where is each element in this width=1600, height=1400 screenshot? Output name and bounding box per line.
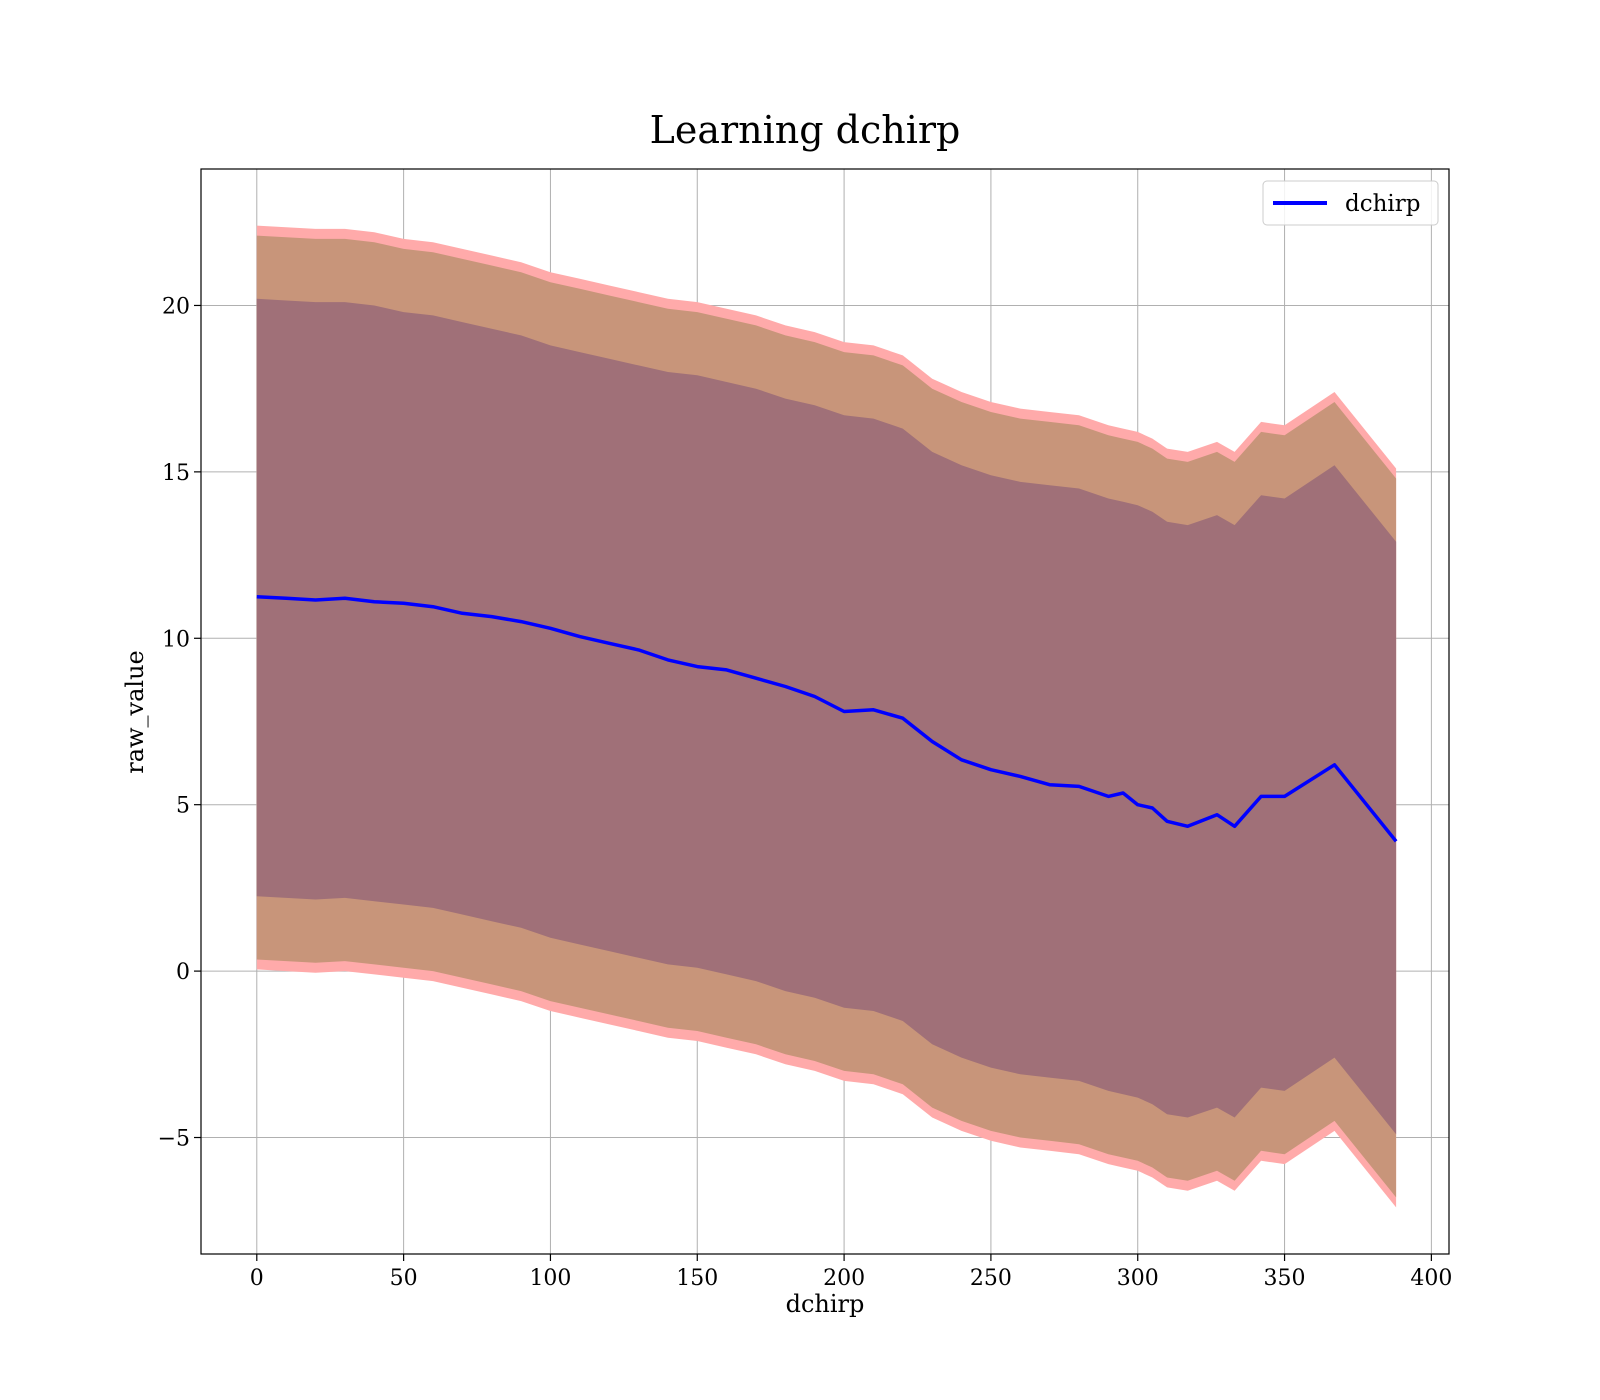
x-tick-label: 150: [676, 1266, 718, 1291]
y-tick-label: 0: [176, 960, 190, 985]
legend-box: [1262, 180, 1439, 226]
legend-label-dchirp: dchirp: [1345, 191, 1421, 217]
x-tick-label: 400: [1410, 1266, 1452, 1291]
y-tick-label: 5: [176, 794, 190, 819]
chart-title: Learning dchirp: [650, 108, 961, 152]
x-axis-label: dchirp: [786, 1290, 865, 1318]
x-tick-label: 200: [823, 1266, 865, 1291]
x-tick-label: 300: [1117, 1266, 1159, 1291]
plot-area: [200, 168, 1450, 1255]
x-tick-label: 0: [250, 1266, 264, 1291]
x-axis-ticks: 0 50 100 150 200 250 300 350 400: [250, 1254, 1452, 1291]
series-line-dchirp: [256, 594, 1398, 843]
plot-frame: [200, 168, 1450, 1255]
band-inner: [256, 298, 1397, 1135]
y-axis-ticks: −5 0 5 10 15 20: [158, 294, 201, 1152]
y-tick-label: 20: [162, 294, 190, 319]
x-tick-label: 350: [1264, 1266, 1306, 1291]
x-tick-label: 50: [390, 1266, 418, 1291]
x-tick-label: 250: [970, 1266, 1012, 1291]
legend: dchirp: [1262, 180, 1439, 226]
y-axis-label: raw_value: [121, 650, 149, 774]
y-tick-label: 15: [162, 461, 190, 486]
x-tick-label: 100: [529, 1266, 571, 1291]
data-lines: [256, 594, 1398, 843]
y-tick-label: 10: [162, 627, 190, 652]
y-tick-label: −5: [158, 1127, 190, 1152]
confidence-bands: [256, 225, 1397, 1208]
